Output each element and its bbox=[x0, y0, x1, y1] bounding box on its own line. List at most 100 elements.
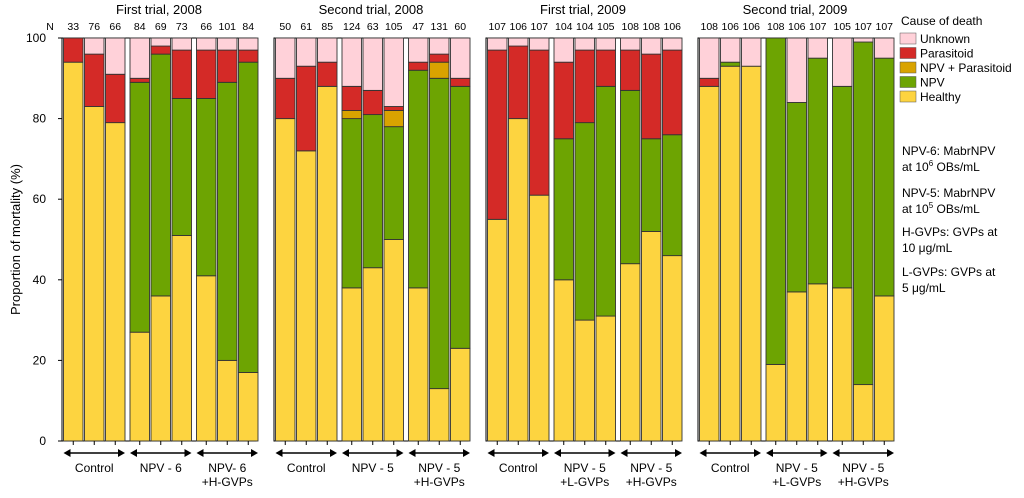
bar-segment-unknown bbox=[807, 37, 828, 59]
bar-segment-parasitoid bbox=[574, 49, 595, 124]
n-label: 84 bbox=[134, 21, 146, 33]
bar-segment-parasitoid bbox=[296, 65, 317, 152]
panel-title: First trial, 2008 bbox=[116, 2, 202, 17]
n-label: 63 bbox=[367, 21, 379, 33]
group-arrow-head-right bbox=[820, 449, 828, 457]
bar-segment-healthy bbox=[317, 85, 338, 442]
bar-segment-npv bbox=[595, 85, 616, 317]
bar-segment-healthy bbox=[832, 287, 853, 442]
bar-segment-unknown bbox=[296, 37, 317, 67]
bar-segment-healthy bbox=[63, 61, 84, 442]
bar-segment-healthy bbox=[574, 319, 595, 442]
note-line: H-GVPs: GVPs at bbox=[902, 225, 998, 239]
bar-segment-unknown bbox=[84, 37, 105, 55]
bar-segment-healthy bbox=[171, 235, 192, 442]
group-arrow-head-right bbox=[463, 449, 470, 457]
bar-segment-healthy bbox=[217, 359, 238, 442]
bar-segment-healthy bbox=[741, 65, 762, 442]
note-line: at 106 OBs/mL bbox=[902, 159, 980, 174]
group-arrow-head-left bbox=[275, 449, 283, 457]
panel-title: First trial, 2009 bbox=[540, 2, 626, 17]
bar-segment-healthy bbox=[362, 267, 383, 442]
panel-1: First trial, 2008 33 76 66 Control 84 69 73 NPV … bbox=[61, 2, 259, 489]
panel-title: Second trial, 2008 bbox=[319, 2, 424, 17]
bar-segment-healthy bbox=[275, 118, 296, 442]
bar-segment-healthy bbox=[720, 65, 741, 442]
bar-segment-unknown bbox=[874, 37, 895, 59]
group-label: Control bbox=[287, 461, 326, 475]
group-arrow-head-right bbox=[542, 449, 549, 457]
bar-segment-parasitoid bbox=[529, 49, 550, 196]
group-label: +L-GVPs bbox=[772, 475, 821, 489]
bar-segment-healthy bbox=[807, 283, 828, 442]
n-label: 61 bbox=[300, 21, 312, 33]
group-label: +L-GVPs bbox=[560, 475, 609, 489]
bar-segment-parasitoid bbox=[275, 77, 296, 120]
bar-segment-unknown bbox=[150, 37, 171, 47]
n-label: 107 bbox=[875, 21, 893, 33]
n-label: 101 bbox=[218, 21, 236, 33]
bar-segment-unknown bbox=[171, 37, 192, 51]
bar-segment-unknown bbox=[429, 37, 450, 55]
bar-segment-healthy bbox=[662, 255, 683, 442]
n-label: 60 bbox=[454, 21, 466, 33]
bar-segment-parasitoid bbox=[595, 49, 616, 87]
group-arrow-head-right bbox=[754, 449, 761, 457]
bar-segment-unknown bbox=[832, 37, 853, 87]
group-arrow-head-right bbox=[887, 449, 894, 457]
group-label: NPV - 5 bbox=[630, 461, 672, 475]
bar-segment-parasitoid bbox=[341, 85, 362, 111]
bar-segment-unknown bbox=[529, 37, 550, 51]
bar-segment-healthy bbox=[853, 384, 874, 442]
group-arrow-head-right bbox=[608, 449, 616, 457]
bar-segment-healthy bbox=[487, 218, 508, 442]
n-label: 105 bbox=[385, 21, 403, 33]
n-label: 105 bbox=[597, 21, 615, 33]
bar-segment-unknown bbox=[275, 37, 296, 79]
bar-segment-unknown bbox=[853, 37, 874, 43]
bar-segment-unknown bbox=[574, 37, 595, 51]
group-label: NPV - 5 bbox=[776, 461, 818, 475]
bar-segment-parasitoid bbox=[553, 61, 574, 140]
n-prefix-label: N bbox=[46, 21, 54, 33]
bar-segment-healthy bbox=[341, 287, 362, 442]
y-tick-label: 20 bbox=[33, 353, 47, 367]
n-label: 104 bbox=[555, 21, 573, 33]
legend-swatch-npv-parasitoid bbox=[899, 61, 917, 74]
bar-segment-unknown bbox=[317, 37, 338, 63]
bar-segment-parasitoid bbox=[196, 49, 217, 99]
bar-segment-unknown bbox=[620, 37, 641, 51]
bar-segment-npv bbox=[574, 122, 595, 321]
group-arrow-head-right bbox=[251, 449, 258, 457]
bar-segment-parasitoid bbox=[317, 61, 338, 87]
bar-segment-unknown bbox=[341, 37, 362, 87]
bar-segment-parasitoid bbox=[63, 37, 84, 63]
bar-segment-parasitoid bbox=[383, 106, 404, 111]
n-label: 131 bbox=[430, 21, 448, 33]
y-axis-title: Proportion of mortality (%) bbox=[8, 164, 23, 315]
n-label: 106 bbox=[721, 21, 739, 33]
n-label: 107 bbox=[854, 21, 872, 33]
bar-segment-parasitoid bbox=[171, 49, 192, 99]
bar-segment-npv bbox=[765, 37, 786, 365]
bar-segment-healthy bbox=[699, 85, 720, 442]
bar-segment-healthy bbox=[620, 263, 641, 442]
group-label: Control bbox=[711, 461, 750, 475]
n-label: 107 bbox=[530, 21, 548, 33]
y-tick-label: 40 bbox=[33, 273, 47, 287]
n-label: 107 bbox=[488, 21, 506, 33]
group-arrow-head-left bbox=[620, 449, 628, 457]
n-label: 50 bbox=[279, 21, 291, 33]
bar-segment-parasitoid bbox=[217, 49, 238, 83]
note-line: at 105 OBs/mL bbox=[902, 201, 980, 216]
bar-segment-unknown bbox=[450, 37, 471, 79]
n-label: 66 bbox=[109, 21, 121, 33]
n-label: 105 bbox=[833, 21, 851, 33]
n-label: 47 bbox=[412, 21, 424, 33]
panel-2: Second trial, 2008 50 61 85 Control 124 63 105 N… bbox=[273, 2, 471, 489]
group-label: NPV - 5 bbox=[352, 461, 394, 475]
